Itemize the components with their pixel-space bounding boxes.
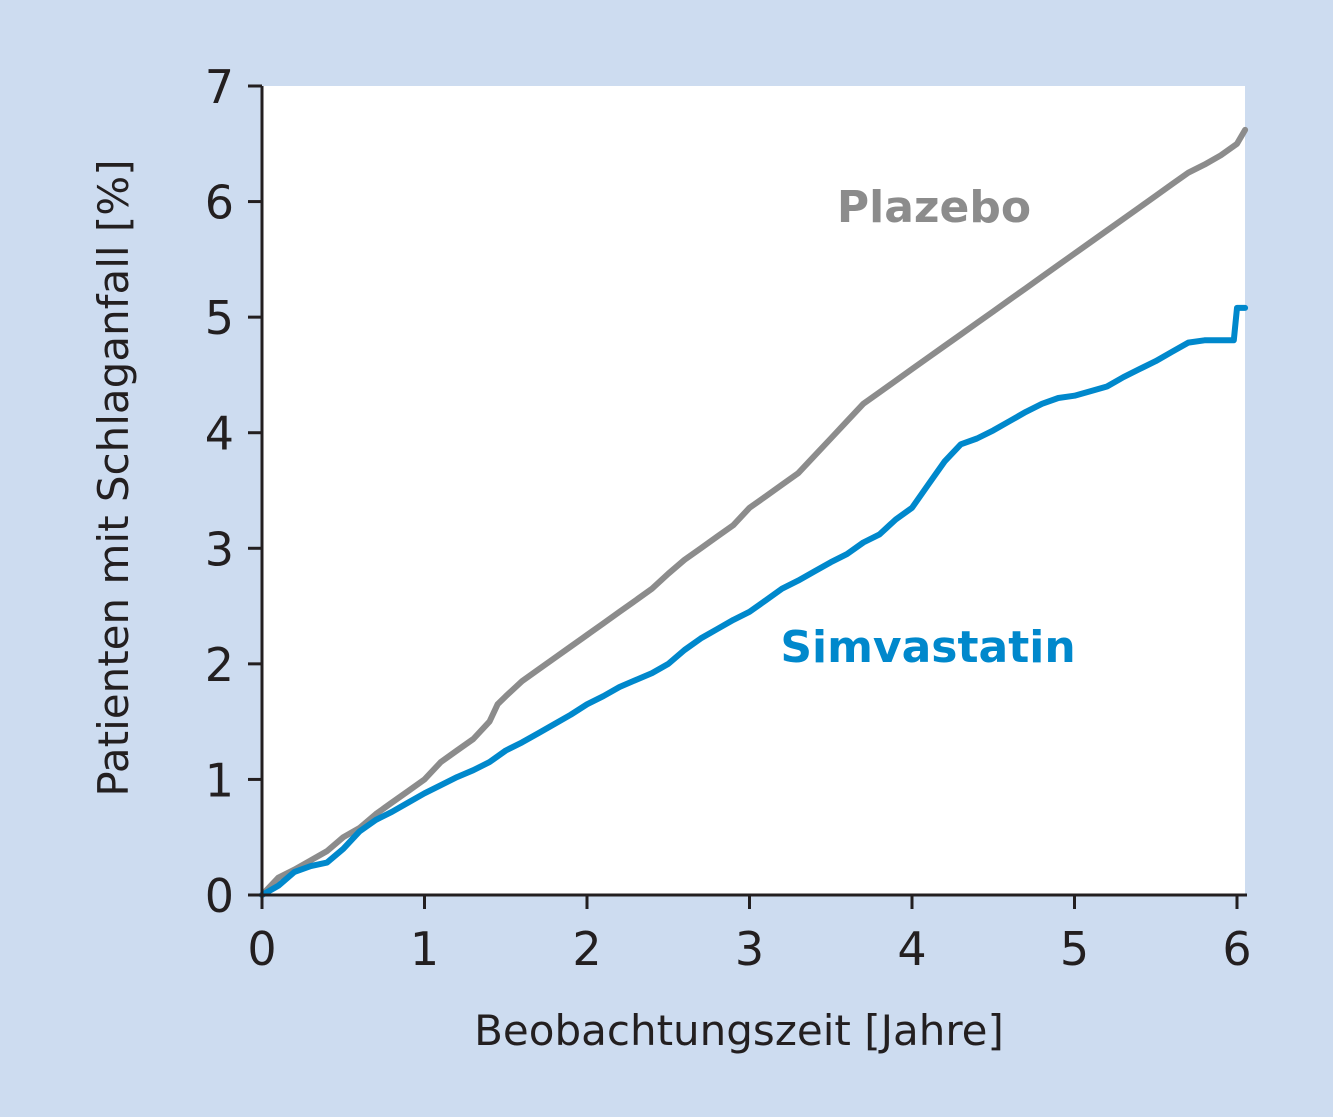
y-axis-title: Patienten mit Schlaganfall [%] [89,159,138,796]
series-label-plazebo: Plazebo [837,182,1031,233]
y-tick-label: 3 [205,522,234,576]
y-tick-label: 5 [205,291,234,345]
y-tick-label: 4 [205,407,234,461]
series-line-simvastatin [259,304,1249,898]
y-tick-label: 0 [205,869,234,923]
y-tick-label: 7 [205,60,234,114]
series-layer [259,126,1249,898]
x-tick-label: 0 [247,922,276,976]
x-axis-title: Beobachtungszeit [Jahre] [474,1006,1004,1055]
x-tick-label: 3 [735,922,764,976]
x-tick-label: 1 [410,922,439,976]
plot-area [262,86,1245,895]
y-tick-label: 2 [205,638,234,692]
y-tick-label: 1 [205,753,234,807]
x-tick-label: 5 [1060,922,1089,976]
axes-layer [260,86,1247,897]
x-tick-label: 2 [572,922,601,976]
x-tick-label: 6 [1222,922,1251,976]
y-tick-label: 6 [205,176,234,230]
series-label-simvastatin: Simvastatin [780,622,1075,673]
x-tick-label: 4 [897,922,926,976]
series-line-plazebo [259,126,1249,898]
tick-layer: 0 1 2 3 4 5 6 0 1 2 3 4 5 6 7 [205,60,1252,976]
